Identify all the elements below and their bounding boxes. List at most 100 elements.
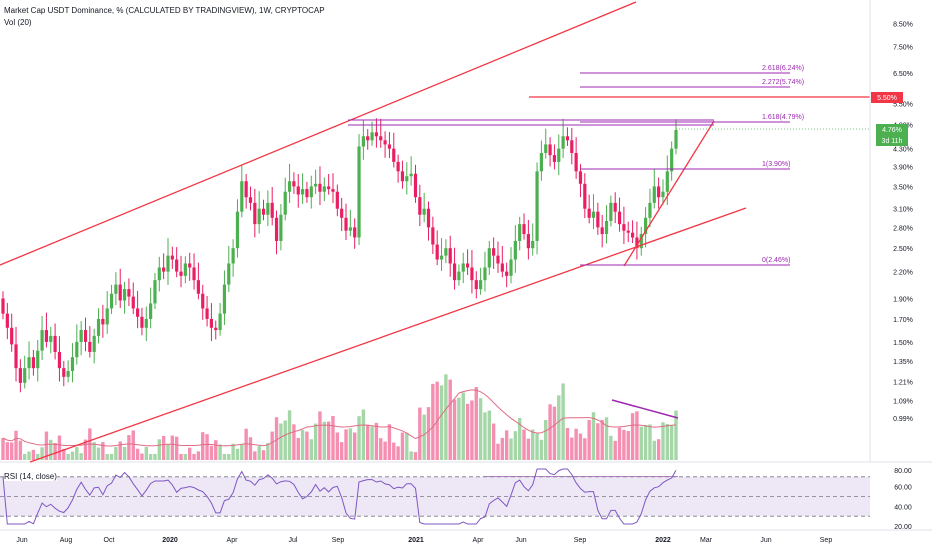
time-axis-label: Aug [60,537,73,544]
rsi-tick-label: 80.00 [894,468,912,475]
volume-bar [14,430,18,460]
volume-bar [439,385,444,460]
volume-bar [305,431,309,460]
candle-body [630,232,635,238]
price-tick-label: 3.10% [893,207,913,214]
candle-body [465,263,470,268]
volume-bar [661,422,665,460]
candle-body [92,335,96,352]
volume-bar [544,420,548,460]
volume-bar [148,454,153,460]
candle-body [274,217,279,241]
volume-bar [170,435,175,460]
volume-bar [348,428,353,460]
fib-level-label: 2.272(5.74%) [762,79,804,86]
candle-body [327,186,331,190]
volume-bar [448,379,452,460]
candle-body [318,183,322,192]
candle-body [609,202,613,221]
candle-body [149,303,153,319]
volume-bar [474,387,478,460]
volume-bar [557,395,561,460]
volume-bar [517,417,522,460]
volume-bar [604,417,609,460]
candle-body [75,341,79,358]
candle-body [283,191,287,215]
candle-body [218,313,222,331]
volume-bar [101,442,105,460]
volume-bar [144,447,148,460]
candle-body [96,318,101,336]
candle-body [405,176,409,182]
volume-bar [609,435,613,460]
volume-bar [457,397,461,460]
candle-body [470,267,474,281]
candle-body [57,351,62,369]
price-tick-label: 2.20% [893,270,913,277]
time-axis-label: 2020 [162,537,178,544]
price-tick-label: 7.50% [893,45,913,52]
volume-bar [413,452,418,460]
candle-body [235,211,240,249]
candle-body [162,267,166,272]
candle-body [535,171,539,241]
volume-bar [40,447,44,460]
candle-body [574,152,578,172]
candle-body [114,284,118,294]
candle-body [396,161,400,172]
volume-bar [630,413,635,460]
price-tick-label: 3.50% [893,184,913,191]
candle-body [27,357,31,369]
volume-bar [383,441,387,460]
volume-bar [504,430,509,460]
candle-body [140,316,144,328]
candle-body [392,148,396,162]
candle-body [179,271,183,276]
fib-level-label: 1(3.90%) [762,161,790,168]
time-axis-label: Apr [227,537,239,544]
candle-body [561,136,565,149]
candle-body [175,259,179,272]
candle-body [518,224,522,241]
candle-body [66,371,70,377]
time-axis-label: Sep [332,537,345,544]
volume-bar [292,424,296,460]
fibonacci-extension[interactable]: 2.618(6.24%) 2.272(5.74%) 1.618(4.79%) 1(3.… [580,65,804,266]
candle-body [596,211,600,228]
volume-bar [201,432,205,460]
volume-bar [131,430,135,460]
volume-bar [396,446,400,460]
candle-body [88,341,92,352]
rsi-indicator-label[interactable]: RSI (14, close) [4,472,57,481]
rsi-pane[interactable]: 80.00 60.00 40.00 20.00 [0,468,912,531]
resistance-price-badge [871,92,903,103]
candle-body [379,136,383,141]
volume-bar [444,374,448,460]
candle-body [31,357,35,369]
candle-body [439,255,444,260]
price-tick-label: 1.09% [893,398,913,405]
candle-body [474,280,478,290]
candle-body [348,227,352,231]
price-axis[interactable]: 8.50%7.50%6.50%5.50%4.90%4.30%3.90%3.50%… [869,0,913,462]
time-axis[interactable]: Jun Aug Oct 2020 Apr Jul Sep 2021 Apr Jun Sep 2022 M… [0,529,932,544]
rsi-tick-label: 60.00 [894,485,912,492]
volume-bar [665,424,670,460]
volume-indicator-label[interactable]: Vol (20) [4,18,32,27]
volume-bar [587,419,591,460]
candle-body [361,136,365,147]
candlestick-series[interactable] [1,118,678,393]
volume-bar [392,442,396,460]
candle-body [305,189,309,198]
candle-body [526,234,530,249]
candle-body [205,308,209,319]
rising-trend-line [623,120,715,267]
volume-bar [270,431,274,460]
volume-bar [118,441,122,460]
volume-bar [240,444,244,460]
candle-body [505,271,509,276]
volume-bar [114,446,118,460]
volume-bar [253,451,257,460]
volume-bar [578,433,583,460]
